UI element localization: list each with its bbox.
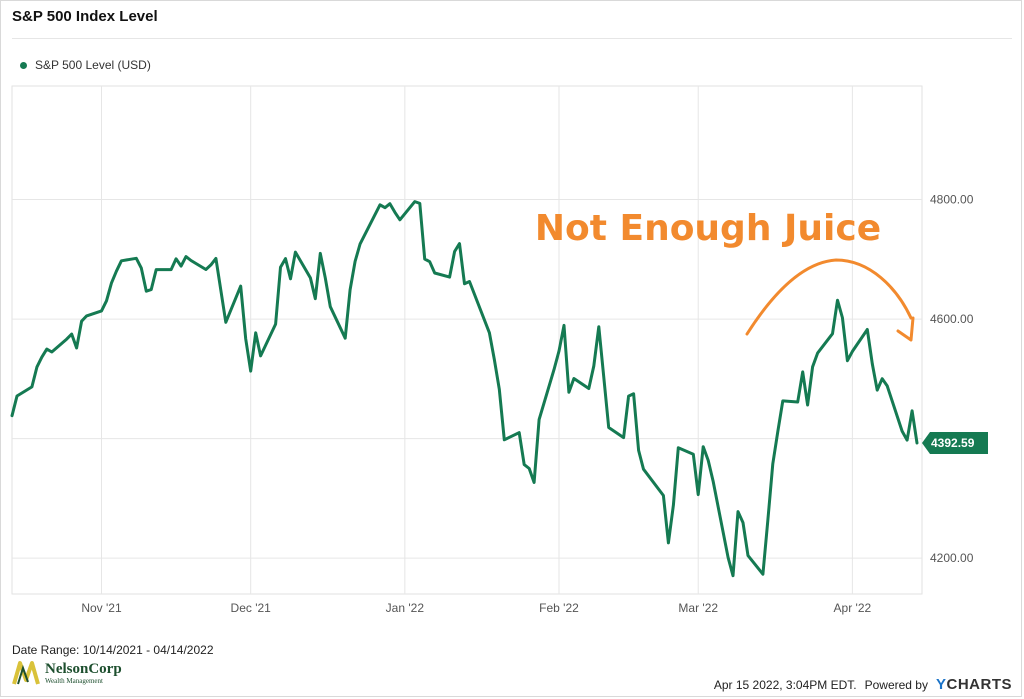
- last-value-badge-shape: [922, 432, 988, 455]
- annotation-text: Not Enough Juice: [535, 208, 881, 249]
- x-tick-label: Mar '22: [678, 601, 718, 615]
- ycharts-logo[interactable]: YCHARTS: [936, 676, 1012, 693]
- nelsoncorp-logo: NelsonCorp Wealth Management: [12, 660, 122, 686]
- ycharts-logo-y: Y: [935, 676, 947, 693]
- x-tick-label: Apr '22: [834, 601, 872, 615]
- powered-by-text: Powered by: [864, 677, 928, 692]
- attribution: Apr 15 2022, 3:04PM EDT. Powered by YCHA…: [714, 676, 1012, 693]
- x-tick-label: Feb '22: [539, 601, 579, 615]
- y-tick-label: 4200.00: [930, 551, 974, 565]
- nelsoncorp-logo-mark: [12, 661, 40, 685]
- logo-sub-text: Wealth Management: [45, 676, 103, 685]
- title-divider: [12, 38, 1012, 39]
- series-line-sp500: [10, 200, 919, 578]
- plot-area: [11, 85, 923, 595]
- timestamp-text: Apr 15 2022, 3:04PM EDT.: [713, 677, 857, 692]
- chart-title: S&P 500 Index Level: [12, 8, 158, 25]
- grid-lines: [11, 85, 923, 595]
- legend-series-dot: [20, 61, 27, 69]
- annotation: Not Enough Juice: [535, 208, 915, 342]
- ycharts-logo-rest: CHARTS: [946, 676, 1012, 693]
- annotation-arrowhead: [896, 316, 915, 342]
- legend[interactable]: S&P 500 Level (USD): [20, 58, 151, 72]
- x-axis-ticks: Nov '21 Dec '21 Jan '22 Feb '22 Mar '22 Apr '…: [81, 601, 871, 615]
- y-tick-label: 4800.00: [930, 193, 974, 207]
- y-tick-label: 4600.00: [930, 312, 974, 326]
- line-chart: Nov '21 Dec '21 Jan '22 Feb '22 Mar '22 Apr '…: [10, 85, 988, 615]
- last-value-badge: 4392.59: [922, 432, 988, 455]
- x-tick-label: Nov '21: [81, 601, 122, 615]
- annotation-arrow-arc: [745, 258, 913, 336]
- x-tick-label: Jan '22: [386, 601, 425, 615]
- last-value-text: 4392.59: [931, 436, 975, 450]
- legend-series-label: S&P 500 Level (USD): [35, 58, 151, 72]
- x-tick-label: Dec '21: [231, 601, 272, 615]
- logo-brand-text: NelsonCorp: [45, 660, 122, 677]
- date-range-text: Date Range: 10/14/2021 - 04/14/2022: [12, 643, 214, 657]
